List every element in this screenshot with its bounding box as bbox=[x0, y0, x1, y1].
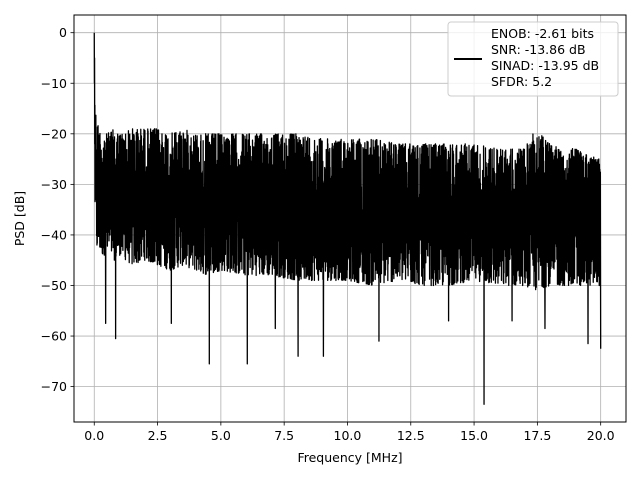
x-tick-label: 5.0 bbox=[211, 428, 231, 443]
x-tick-label: 0.0 bbox=[84, 428, 104, 443]
y-tick-label: −10 bbox=[41, 76, 67, 91]
x-axis-label: Frequency [MHz] bbox=[297, 450, 402, 465]
y-tick-label: −30 bbox=[41, 177, 67, 192]
legend-entry-enob: ENOB: -2.61 bits bbox=[491, 26, 594, 41]
y-tick-label: −70 bbox=[41, 379, 67, 394]
y-tick-label: −20 bbox=[41, 126, 67, 141]
legend-entry-sfdr: SFDR: 5.2 bbox=[491, 74, 552, 89]
x-tick-label: 20.0 bbox=[587, 428, 615, 443]
x-axis-ticks: 0.0 2.5 5.0 7.5 10.0 12.5 15.0 17.5 20.0 bbox=[84, 422, 615, 443]
x-tick-label: 12.5 bbox=[397, 428, 425, 443]
x-tick-label: 15.0 bbox=[460, 428, 488, 443]
legend-box bbox=[447, 21, 619, 97]
y-tick-label: 0 bbox=[59, 25, 67, 40]
y-tick-label: −60 bbox=[41, 329, 67, 344]
axes-frame bbox=[73, 14, 627, 423]
y-tick-label: −50 bbox=[41, 278, 67, 293]
x-tick-label: 7.5 bbox=[274, 428, 294, 443]
psd-series-line bbox=[93, 32, 602, 405]
plot-area bbox=[93, 32, 602, 405]
legend-entry-sinad: SINAD: -13.95 dB bbox=[491, 58, 599, 73]
x-tick-label: 2.5 bbox=[148, 428, 168, 443]
y-axis-label: PSD [dB] bbox=[12, 191, 27, 246]
y-tick-label: −40 bbox=[41, 227, 67, 242]
legend: ENOB: -2.61 bits SNR: -13.86 dB SINAD: -… bbox=[447, 21, 619, 97]
y-axis-ticks: 0 −10 −20 −30 −40 −50 −60 −70 bbox=[41, 25, 74, 394]
legend-entry-snr: SNR: -13.86 dB bbox=[491, 42, 586, 57]
x-tick-label: 17.5 bbox=[523, 428, 551, 443]
x-tick-label: 10.0 bbox=[334, 428, 362, 443]
